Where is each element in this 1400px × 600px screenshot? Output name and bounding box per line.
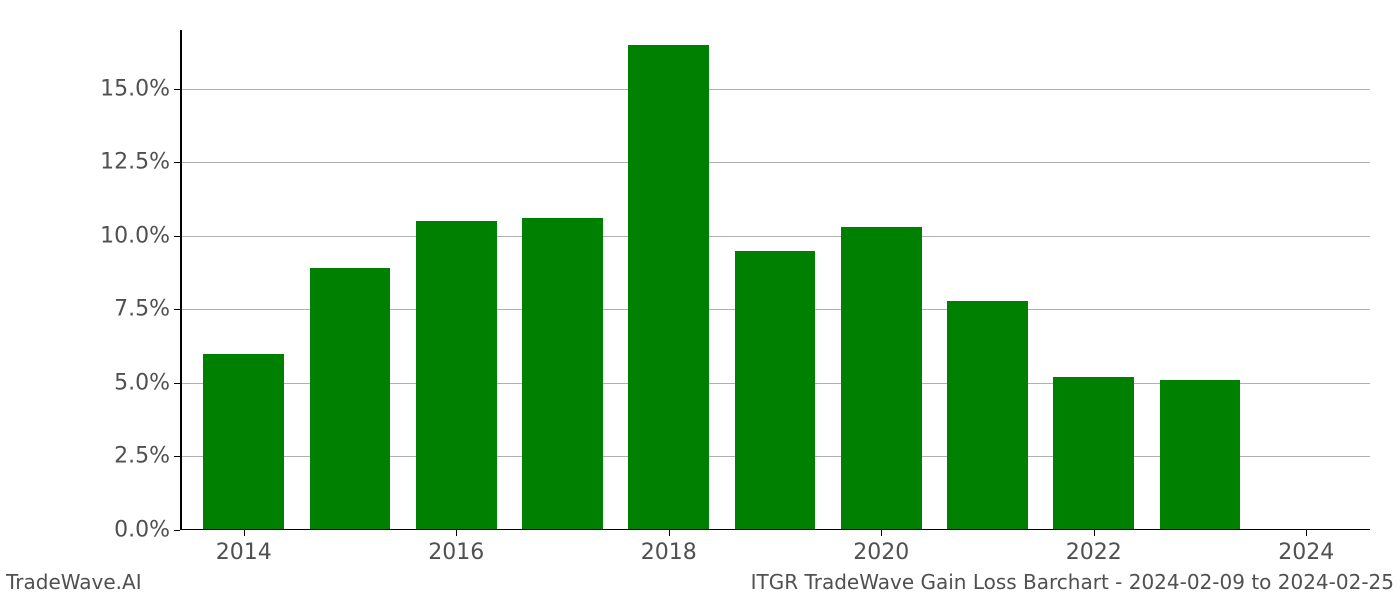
y-tick-label: 0.0% xyxy=(114,518,170,543)
y-tick xyxy=(174,530,180,531)
bar xyxy=(841,227,922,530)
y-tick xyxy=(174,162,180,163)
bar xyxy=(203,354,284,530)
y-axis xyxy=(180,30,182,530)
y-tick-label: 12.5% xyxy=(100,150,170,175)
x-tick-label: 2024 xyxy=(1278,540,1334,565)
x-tick xyxy=(244,530,245,536)
y-tick xyxy=(174,309,180,310)
bar xyxy=(1053,377,1134,530)
brand-label: TradeWave.AI xyxy=(6,570,142,594)
y-tick-label: 15.0% xyxy=(100,76,170,101)
y-tick-label: 10.0% xyxy=(100,223,170,248)
bar xyxy=(1160,380,1241,530)
y-tick-label: 5.0% xyxy=(114,370,170,395)
x-tick-label: 2022 xyxy=(1066,540,1122,565)
bar xyxy=(416,221,497,530)
x-tick xyxy=(669,530,670,536)
bar xyxy=(947,301,1028,530)
plot-area xyxy=(180,30,1370,530)
grid-line xyxy=(180,89,1370,90)
y-tick xyxy=(174,456,180,457)
grid-line xyxy=(180,236,1370,237)
x-tick-label: 2020 xyxy=(853,540,909,565)
y-tick xyxy=(174,383,180,384)
x-axis xyxy=(180,529,1370,531)
bar xyxy=(522,218,603,530)
y-tick xyxy=(174,236,180,237)
chart-container: TradeWave.AI ITGR TradeWave Gain Loss Ba… xyxy=(0,0,1400,600)
x-tick xyxy=(456,530,457,536)
bar xyxy=(735,251,816,530)
bar xyxy=(628,45,709,530)
x-tick-label: 2014 xyxy=(216,540,272,565)
y-tick-label: 2.5% xyxy=(114,444,170,469)
grid-line xyxy=(180,162,1370,163)
y-tick-label: 7.5% xyxy=(114,297,170,322)
y-tick xyxy=(174,89,180,90)
x-tick xyxy=(881,530,882,536)
x-tick-label: 2018 xyxy=(641,540,697,565)
chart-caption: ITGR TradeWave Gain Loss Barchart - 2024… xyxy=(751,570,1394,594)
bar xyxy=(310,268,391,530)
x-tick-label: 2016 xyxy=(428,540,484,565)
x-tick xyxy=(1094,530,1095,536)
x-tick xyxy=(1306,530,1307,536)
